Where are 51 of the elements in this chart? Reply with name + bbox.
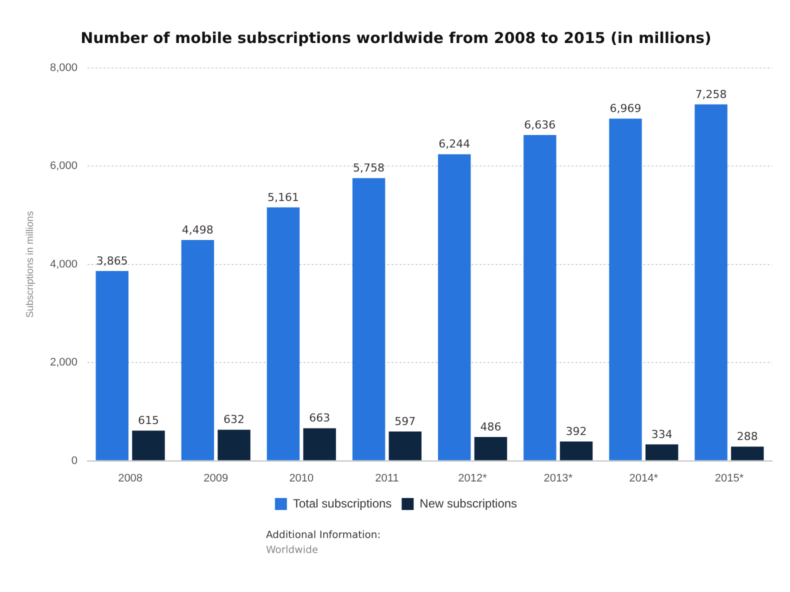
data-label: 615 [138,414,159,427]
x-tick-label: 2014* [629,472,659,484]
data-label: 334 [651,428,672,441]
bar [438,154,471,460]
data-label: 5,161 [267,190,299,204]
bar [474,436,508,460]
bar [645,444,678,460]
x-tick-label: 2011 [375,472,399,484]
y-tick-label: 6,000 [50,160,78,172]
bar [388,431,422,460]
data-label: 4,498 [182,223,214,236]
data-label: 486 [480,420,502,434]
y-axis-title: Subscriptions in millions [24,211,36,318]
chart-title: Number of mobile subscriptions worldwide from 2008 to 2015 (in millions) [80,28,712,47]
text: Additional Information: [266,530,381,541]
text: Worldwide [266,545,320,556]
data-label: 632 [224,413,245,426]
data-label: 7,258 [695,88,727,101]
bar [132,430,165,460]
data-label: 597 [394,414,416,428]
x-tick-label: 2010 [289,472,314,484]
y-tick-label: 2,000 [50,356,78,369]
data-label: 288 [736,430,758,444]
x-tick-label: 2008 [118,472,143,484]
x-tick-label: 2013* [544,472,574,484]
y-tick-label: 4,000 [50,258,78,270]
x-tick-label: 2012* [458,472,488,484]
x-tick-label: 2015* [714,472,744,484]
data-label: 5,758 [353,161,385,174]
data-label: 6,244 [438,138,470,151]
legend-label: Total subscriptions [292,496,392,510]
bar [181,240,214,460]
bar [303,428,336,460]
y-tick-label: 0 [71,454,78,467]
bar [352,178,386,460]
legend-label: New subscriptions [420,496,518,510]
x-tick-label: 2009 [204,472,228,484]
data-label: 663 [309,412,330,425]
bar [694,104,728,460]
bar [731,446,764,460]
data-label: 3,865 [96,254,128,268]
data-label: 6,969 [610,102,642,115]
data-label: 392 [566,424,587,438]
bar [218,430,250,460]
y-tick-label: 8,000 [50,62,78,74]
bar [560,442,593,460]
bar [609,118,642,460]
bar [96,271,128,460]
bar [524,134,556,460]
bar [266,207,300,460]
data-label: 6,636 [524,118,556,132]
